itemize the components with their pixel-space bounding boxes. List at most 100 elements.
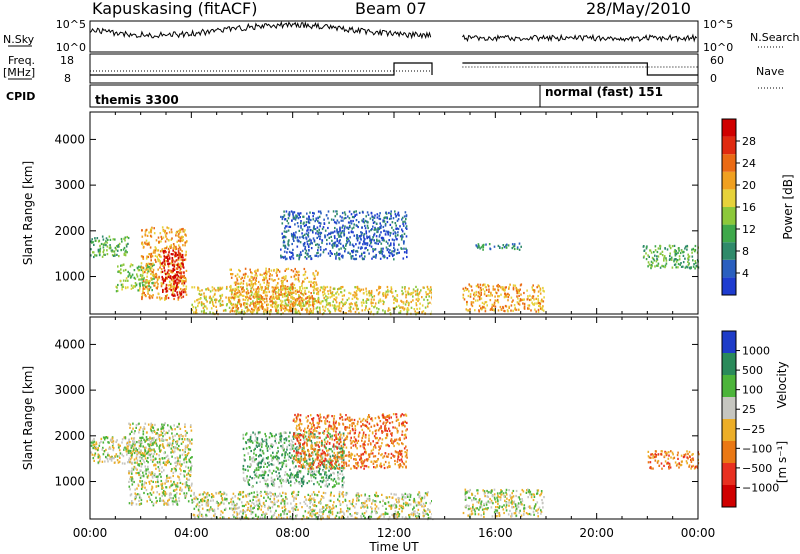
echo-cell [173, 274, 176, 278]
echo-cell [514, 306, 516, 309]
echo-cell [168, 280, 171, 283]
echo-cell [287, 285, 289, 289]
echo-cell [522, 302, 524, 305]
echo-cell [365, 215, 367, 218]
echo-cell [174, 496, 177, 499]
echo-cell [278, 270, 281, 273]
echo-cell [155, 485, 158, 488]
echo-cell [150, 252, 153, 255]
echo-cell [300, 222, 302, 225]
colorbar-tick-label: 8 [742, 245, 749, 258]
echo-cell [250, 287, 252, 290]
echo-cell [338, 258, 341, 261]
echo-cell [238, 290, 241, 293]
echo-cell [305, 223, 307, 226]
echo-cell [377, 228, 379, 231]
echo-cell [527, 307, 529, 310]
echo-cell [156, 491, 158, 494]
echo-cell [326, 506, 328, 509]
echo-cell [177, 281, 179, 284]
echo-cell [224, 497, 226, 500]
power-y-axis-label: Slant Range [km] [21, 161, 35, 265]
echo-cell [532, 284, 534, 287]
echo-cell [466, 303, 468, 306]
echo-cell [322, 294, 325, 297]
echo-cell [300, 289, 303, 293]
echo-cell [372, 221, 375, 224]
echo-cell [288, 292, 290, 295]
echo-cell [144, 268, 147, 272]
echo-cell [266, 307, 269, 310]
echo-cell [90, 248, 92, 251]
echo-cell [291, 491, 294, 494]
echo-cell [285, 291, 287, 294]
echo-cell [237, 295, 239, 298]
echo-cell [324, 309, 326, 312]
echo-cell [427, 508, 429, 511]
echo-cell [349, 243, 351, 246]
echo-cell [319, 231, 321, 234]
echo-cell [337, 305, 339, 308]
echo-cell [245, 494, 247, 497]
echo-cell [168, 274, 170, 277]
echo-cell [170, 271, 172, 274]
echo-cell [197, 508, 200, 511]
colorbar-swatch [722, 119, 736, 137]
echo-cell [149, 443, 152, 446]
echo-cell [289, 510, 291, 513]
echo-cell [518, 294, 520, 297]
echo-cell [305, 257, 308, 260]
echo-cell [424, 513, 427, 516]
echo-cell [137, 493, 139, 496]
echo-cell [527, 295, 529, 298]
echo-cell [154, 423, 156, 426]
echo-cell [349, 502, 352, 505]
echo-cell [126, 251, 128, 254]
echo-cell [363, 301, 365, 304]
echo-cell [226, 497, 228, 501]
echo-cell [406, 310, 409, 313]
echo-cell [360, 506, 362, 509]
echo-cell [397, 498, 400, 501]
echo-cell [164, 287, 167, 290]
echo-cell [479, 247, 481, 250]
echo-cell [359, 290, 361, 293]
echo-cell [252, 495, 254, 498]
echo-cell [684, 257, 686, 260]
echo-cell [330, 491, 332, 494]
echo-cell [320, 302, 322, 305]
echo-cell [497, 289, 500, 292]
echo-cell [322, 505, 324, 509]
echo-cell [508, 293, 510, 297]
echo-cell [173, 284, 176, 287]
echo-cell [370, 212, 373, 215]
echo-cell [340, 307, 343, 310]
echo-cell [335, 505, 337, 508]
echo-cell [273, 497, 276, 500]
echo-cell [254, 282, 256, 285]
echo-cell [199, 493, 202, 496]
echo-cell [264, 286, 267, 289]
echo-cell [504, 292, 506, 295]
echo-cell [682, 254, 685, 257]
echo-cell [127, 279, 129, 282]
echo-cell [393, 244, 395, 247]
echo-cell [144, 242, 147, 245]
echo-cell [247, 292, 250, 295]
echo-cell [333, 294, 335, 297]
echo-cell [333, 221, 336, 224]
echo-cell [125, 279, 127, 282]
echo-cell [405, 502, 408, 506]
echo-cell [361, 226, 363, 229]
echo-cell [170, 253, 173, 256]
echo-cell [139, 451, 141, 454]
echo-cell [383, 301, 385, 304]
echo-cell [244, 298, 246, 302]
echo-cell [315, 515, 318, 519]
echo-cell [183, 282, 186, 285]
echo-cell [403, 307, 406, 310]
echo-cell [305, 249, 308, 252]
echo-cell [166, 461, 169, 465]
echo-cell [176, 462, 179, 465]
cpid-panel: themis 3300 normal (fast) 151 [89, 84, 699, 108]
